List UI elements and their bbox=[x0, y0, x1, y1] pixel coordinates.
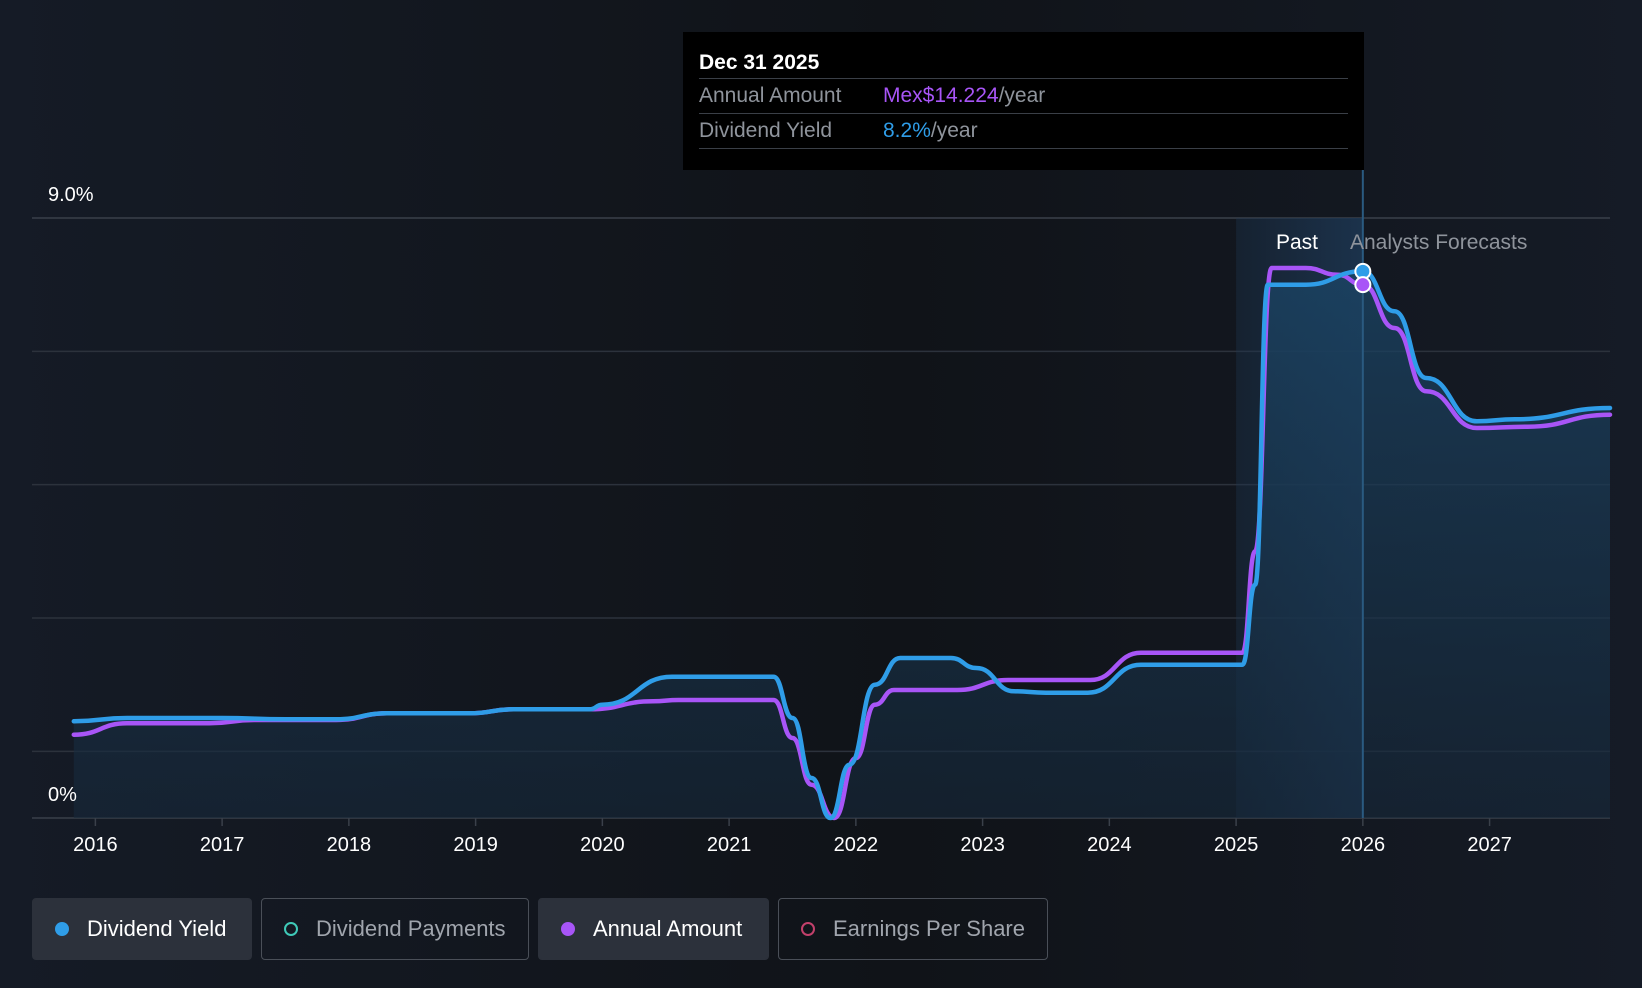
tooltip-row-annual-amount: Annual Amount Mex$14.224 /year bbox=[699, 78, 1348, 113]
legend-dot-icon bbox=[55, 922, 69, 936]
legend-label: Dividend Yield bbox=[87, 916, 227, 941]
tooltip-label: Dividend Yield bbox=[699, 119, 833, 142]
x-tick-label: 2016 bbox=[73, 834, 118, 856]
x-tick-label: 2021 bbox=[707, 834, 752, 856]
legend-label: Earnings Per Share bbox=[833, 916, 1025, 941]
x-tick-label: 2022 bbox=[834, 834, 879, 856]
marker-annual-amount bbox=[1354, 276, 1372, 294]
x-tick-label: 2025 bbox=[1214, 834, 1259, 856]
tooltip-value: 8.2% bbox=[883, 119, 931, 142]
tooltip-date: Dec 31 2025 bbox=[699, 51, 820, 74]
y-label-bottom: 0% bbox=[48, 784, 77, 806]
legend-dividend-yield-button[interactable]: Dividend Yield bbox=[32, 898, 252, 960]
y-label-top: 9.0% bbox=[48, 184, 94, 206]
legend-label: Annual Amount bbox=[593, 916, 743, 941]
x-tick-label: 2020 bbox=[580, 834, 625, 856]
legend-dot-icon bbox=[561, 922, 575, 936]
tooltip-label: Annual Amount bbox=[699, 84, 842, 107]
tooltip-value: Mex$14.224 bbox=[883, 84, 999, 107]
forecast-label: Analysts Forecasts bbox=[1350, 231, 1527, 254]
legend-earnings-per-share-button[interactable]: Earnings Per Share bbox=[778, 898, 1048, 960]
legend-ring-icon bbox=[801, 922, 815, 936]
x-tick-label: 2018 bbox=[327, 834, 372, 856]
legend-dividend-payments-button[interactable]: Dividend Payments bbox=[261, 898, 529, 960]
past-label: Past bbox=[1276, 231, 1318, 254]
legend-annual-amount-button[interactable]: Annual Amount bbox=[538, 898, 769, 960]
legend-label: Dividend Payments bbox=[316, 916, 506, 941]
yield-area bbox=[73, 271, 1610, 818]
series-line-dividend-yield bbox=[71, 269, 1613, 821]
legend-ring-icon bbox=[284, 922, 298, 936]
x-tick-label: 2026 bbox=[1341, 834, 1386, 856]
tooltip-row-dividend-yield: Dividend Yield 8.2% /year bbox=[699, 113, 1348, 149]
x-tick-label: 2024 bbox=[1087, 834, 1132, 856]
x-tick-label: 2027 bbox=[1467, 834, 1512, 856]
legend: Dividend Yield Dividend Payments Annual … bbox=[32, 898, 1057, 960]
tooltip: Dec 31 2025 Annual Amount Mex$14.224 /ye… bbox=[683, 32, 1364, 170]
x-tick-label: 2023 bbox=[960, 834, 1005, 856]
tooltip-unit: /year bbox=[930, 119, 978, 142]
tooltip-unit: /year bbox=[998, 84, 1046, 107]
x-tick-label: 2019 bbox=[453, 834, 498, 856]
x-tick-label: 2017 bbox=[200, 834, 245, 856]
